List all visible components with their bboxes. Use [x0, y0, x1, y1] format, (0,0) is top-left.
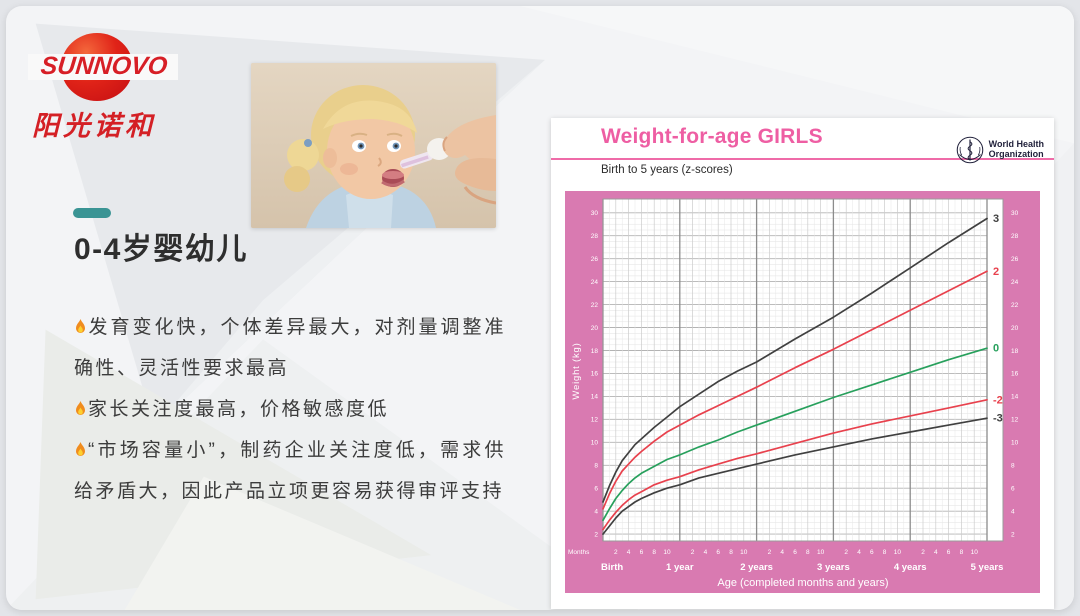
who-org-name: World Health Organization	[988, 139, 1044, 160]
svg-text:12: 12	[591, 417, 599, 424]
svg-text:20: 20	[591, 325, 599, 332]
svg-text:18: 18	[591, 348, 599, 355]
page-title: 0-4岁婴幼儿	[74, 233, 248, 266]
svg-text:4: 4	[934, 549, 938, 556]
child-medicine-photo	[251, 63, 496, 228]
svg-text:4: 4	[627, 549, 631, 556]
logo-band	[28, 54, 178, 80]
svg-text:22: 22	[1011, 302, 1019, 309]
sunnovo-logo: SUNNOVO 阳光诺和	[28, 28, 178, 141]
svg-text:24: 24	[1011, 279, 1019, 286]
bullet-item: “市场容量小”，制药企业关注度低，需求供给矛盾大，因此产品立项更容易获得审评支持	[74, 430, 506, 512]
svg-text:16: 16	[1011, 371, 1019, 378]
chart-title: Weight-for-age GIRLS	[601, 125, 823, 148]
chart-panel: 3 2 0 -2 -3 2 2 4 4 6 6 8 8 10 10 12 12 14 14 16 16 18 18 20 20 2…	[565, 191, 1040, 593]
svg-text:8: 8	[1011, 463, 1015, 470]
svg-text:14: 14	[591, 394, 599, 401]
svg-text:6: 6	[594, 486, 598, 493]
svg-text:2: 2	[1011, 531, 1015, 538]
svg-text:8: 8	[960, 549, 964, 556]
bullet-item: 发育变化快，个体差异最大，对剂量调整准确性、灵活性要求最高	[74, 307, 506, 389]
svg-text:28: 28	[1011, 233, 1019, 240]
who-growth-chart-card: Weight-for-age GIRLS Birth to 5 years (z…	[551, 118, 1054, 609]
svg-text:4: 4	[780, 549, 784, 556]
flame-icon	[76, 442, 85, 456]
svg-text:8: 8	[806, 549, 810, 556]
svg-text:4: 4	[594, 509, 598, 516]
svg-text:10: 10	[663, 549, 671, 556]
svg-text:30: 30	[1011, 210, 1019, 217]
svg-text:8: 8	[594, 463, 598, 470]
svg-text:6: 6	[640, 549, 644, 556]
svg-text:Months: Months	[568, 549, 590, 556]
accent-dash	[73, 208, 111, 218]
svg-text:8: 8	[883, 549, 887, 556]
svg-text:30: 30	[591, 210, 599, 217]
svg-text:2: 2	[993, 266, 999, 278]
svg-text:4 years: 4 years	[894, 562, 927, 573]
svg-text:-2: -2	[993, 394, 1003, 406]
svg-text:20: 20	[1011, 325, 1019, 332]
chart-subtitle: Birth to 5 years (z-scores)	[601, 164, 733, 176]
bullet-list: 发育变化快，个体差异最大，对剂量调整准确性、灵活性要求最高 家长关注度最高，价格…	[74, 307, 506, 512]
svg-text:Weight (kg): Weight (kg)	[571, 342, 582, 399]
bullet-text: 家长关注度最高，价格敏感度低	[88, 399, 390, 420]
svg-text:6: 6	[716, 549, 720, 556]
svg-text:6: 6	[1011, 486, 1015, 493]
flame-icon	[76, 401, 85, 415]
bullet-text: 发育变化快，个体差异最大，对剂量调整准确性、灵活性要求最高	[74, 317, 506, 379]
svg-text:4: 4	[1011, 509, 1015, 516]
who-emblem-icon	[956, 136, 983, 164]
svg-text:10: 10	[971, 549, 979, 556]
svg-text:26: 26	[1011, 256, 1019, 263]
svg-text:3: 3	[993, 213, 999, 225]
svg-text:18: 18	[1011, 348, 1019, 355]
svg-text:26: 26	[591, 256, 599, 263]
svg-text:6: 6	[947, 549, 951, 556]
svg-text:2: 2	[594, 531, 598, 538]
svg-text:6: 6	[870, 549, 874, 556]
svg-text:2: 2	[691, 549, 695, 556]
svg-text:8: 8	[729, 549, 733, 556]
svg-text:6: 6	[793, 549, 797, 556]
logo-brand-chinese: 阳光诺和	[32, 111, 156, 141]
svg-text:2 years: 2 years	[740, 562, 773, 573]
svg-text:16: 16	[591, 371, 599, 378]
svg-text:10: 10	[894, 549, 902, 556]
svg-text:4: 4	[704, 549, 708, 556]
bullet-item: 家长关注度最高，价格敏感度低	[74, 389, 506, 430]
svg-text:24: 24	[591, 279, 599, 286]
who-logo: World Health Organization	[955, 135, 1044, 165]
svg-text:2: 2	[768, 549, 772, 556]
svg-text:14: 14	[1011, 394, 1019, 401]
svg-text:10: 10	[591, 440, 599, 447]
svg-text:Birth: Birth	[601, 562, 623, 573]
who-org-line2: Organization	[988, 149, 1044, 159]
who-org-line1: World Health	[988, 139, 1044, 150]
bullet-text: “市场容量小”，制药企业关注度低，需求供给矛盾大，因此产品立项更容易获得审评支持	[74, 440, 506, 502]
svg-text:10: 10	[740, 549, 748, 556]
svg-text:-3: -3	[993, 413, 1003, 425]
svg-text:10: 10	[1011, 440, 1019, 447]
svg-text:5 years: 5 years	[971, 562, 1004, 573]
svg-text:2: 2	[921, 549, 925, 556]
svg-text:28: 28	[591, 233, 599, 240]
svg-text:12: 12	[1011, 417, 1019, 424]
logo-brand-text: SUNNOVO	[39, 52, 169, 80]
flame-icon	[76, 319, 85, 333]
svg-text:2: 2	[844, 549, 848, 556]
svg-text:8: 8	[652, 549, 656, 556]
svg-text:10: 10	[817, 549, 825, 556]
svg-text:1 year: 1 year	[666, 562, 694, 573]
slide: SUNNOVO 阳光诺和	[6, 6, 1074, 610]
svg-text:22: 22	[591, 302, 599, 309]
chart-title-underline	[551, 158, 1054, 160]
svg-text:3 years: 3 years	[817, 562, 850, 573]
svg-text:2: 2	[614, 549, 618, 556]
chart-header: Weight-for-age GIRLS Birth to 5 years (z…	[551, 118, 1054, 191]
svg-text:0: 0	[993, 343, 999, 355]
svg-text:Age (completed months and year: Age (completed months and years)	[717, 577, 888, 589]
svg-text:4: 4	[857, 549, 861, 556]
